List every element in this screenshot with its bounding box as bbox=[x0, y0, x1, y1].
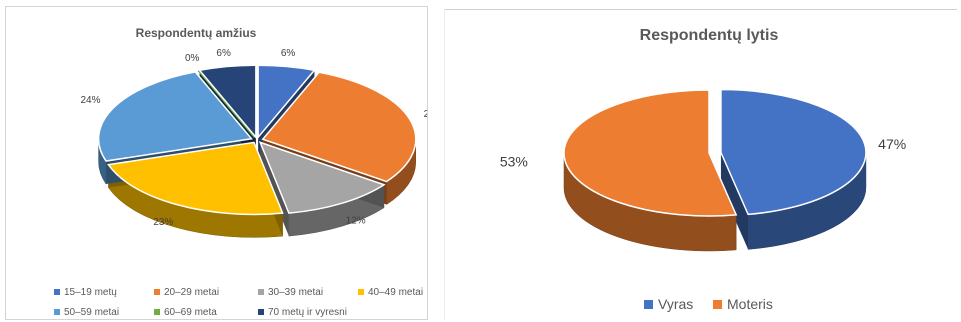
age-slice-70-met-ir-vyresni bbox=[198, 64, 257, 140]
age-data-labels: 6% 29% 12% 23% 24% 0% 6% bbox=[81, 48, 427, 228]
age-pie-group bbox=[97, 64, 417, 238]
gender-legend-label-moteris: Moteris bbox=[727, 296, 773, 312]
age-legend-label-30-39-metai: 30–39 metai bbox=[268, 287, 323, 298]
age-slice-60-69-meta bbox=[197, 69, 256, 139]
age-label-30-39-metai: 12% bbox=[346, 216, 366, 227]
age-legend: 15–19 metų 20–29 metai 30–39 metai 40–49 me… bbox=[54, 287, 423, 318]
gender-slice-moteris bbox=[563, 89, 738, 217]
gender-legend: Vyras Moteris bbox=[644, 296, 773, 312]
age-legend-label-15-19-met: 15–19 metų bbox=[64, 287, 117, 298]
age-label-20-29-metai: 29% bbox=[424, 109, 427, 120]
age-label-15-19-met: 6% bbox=[281, 48, 296, 59]
age-label-70-met-ir-vyresni: 6% bbox=[216, 48, 231, 59]
age-legend-label-40-49-metai: 40–49 metai bbox=[368, 287, 423, 298]
age-legend-label-20-29-metai: 20–29 metai bbox=[164, 287, 219, 298]
age-pie-chart: Respondentų amžius 6% 29% 12% 23% 24% 0% 6% 15… bbox=[54, 26, 427, 318]
age-label-50-59-metai: 24% bbox=[81, 95, 101, 106]
age-legend-label-70-met-ir-vyresni: 70 metų ir vyresni bbox=[268, 307, 347, 318]
age-slice-20-29-metai bbox=[261, 71, 417, 183]
gender-label-vyras: 47% bbox=[878, 136, 906, 152]
age-legend-swatch-60-69-meta bbox=[154, 309, 160, 315]
age-chart-panel: Respondentų amžius 6% 29% 12% 23% 24% 0% 6% 15… bbox=[5, 6, 428, 320]
age-legend-swatch-50-59-metai bbox=[54, 309, 60, 315]
gender-chart-title: Respondentų lytis bbox=[640, 27, 779, 44]
gender-pie-chart: Respondentų lytis 47% 53% Vyras Moteris bbox=[500, 27, 906, 312]
age-slice-40-49-metai bbox=[107, 141, 284, 216]
gender-data-labels: 47% 53% bbox=[500, 136, 906, 169]
age-label-60-69-meta: 0% bbox=[185, 53, 200, 64]
age-label-40-49-metai: 23% bbox=[153, 217, 173, 228]
age-legend-swatch-30-39-metai bbox=[258, 289, 264, 295]
age-legend-label-60-69-meta: 60–69 meta bbox=[164, 307, 217, 318]
age-legend-swatch-15-19-met bbox=[54, 289, 60, 295]
gender-legend-label-vyras: Vyras bbox=[658, 296, 693, 312]
age-slice-50-59-metai bbox=[97, 71, 254, 162]
age-legend-swatch-70-met-ir-vyresni bbox=[258, 309, 264, 315]
gender-legend-swatch-vyras bbox=[644, 300, 653, 309]
age-chart-title: Respondentų amžius bbox=[136, 26, 257, 40]
gender-label-moteris: 53% bbox=[500, 153, 528, 169]
age-legend-swatch-40-49-metai bbox=[358, 289, 364, 295]
gender-pie-group bbox=[563, 88, 867, 252]
gender-legend-swatch-moteris bbox=[713, 300, 722, 309]
gender-cut-vyras-1 bbox=[720, 152, 749, 250]
age-legend-label-50-59-metai: 50–59 metai bbox=[64, 307, 119, 318]
age-slice-30-39-metai bbox=[258, 141, 386, 214]
gender-chart-panel: Respondentų lytis 47% 53% Vyras Moteris bbox=[444, 9, 957, 320]
age-legend-swatch-20-29-metai bbox=[154, 289, 160, 295]
gender-slice-vyras bbox=[720, 88, 867, 216]
age-slice-15-19-met bbox=[257, 64, 316, 140]
